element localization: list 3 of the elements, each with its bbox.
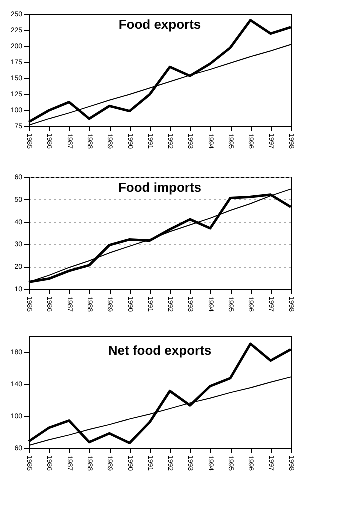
text: Net food exports xyxy=(108,343,212,358)
chart-title: Food exports xyxy=(118,17,202,32)
chart-title: Food imports xyxy=(118,180,202,195)
